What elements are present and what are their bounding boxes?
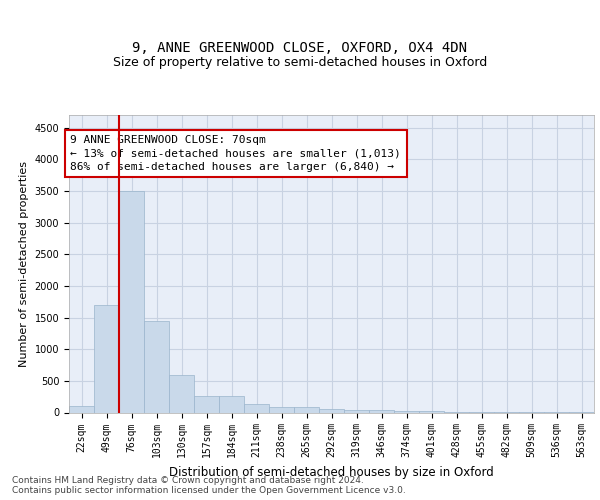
Bar	[244, 404, 269, 412]
Bar	[344, 410, 369, 412]
Text: Size of property relative to semi-detached houses in Oxford: Size of property relative to semi-detach…	[113, 56, 487, 69]
Bar	[369, 410, 394, 412]
X-axis label: Distribution of semi-detached houses by size in Oxford: Distribution of semi-detached houses by …	[169, 466, 494, 479]
Bar	[269, 407, 294, 412]
Bar	[144, 320, 169, 412]
Text: 9, ANNE GREENWOOD CLOSE, OXFORD, OX4 4DN: 9, ANNE GREENWOOD CLOSE, OXFORD, OX4 4DN	[133, 40, 467, 54]
Bar	[319, 409, 344, 412]
Bar	[419, 411, 444, 412]
Y-axis label: Number of semi-detached properties: Number of semi-detached properties	[19, 161, 29, 367]
Bar	[94, 305, 119, 412]
Bar	[169, 374, 194, 412]
Text: 9 ANNE GREENWOOD CLOSE: 70sqm
← 13% of semi-detached houses are smaller (1,013)
: 9 ANNE GREENWOOD CLOSE: 70sqm ← 13% of s…	[70, 136, 401, 172]
Bar	[394, 410, 419, 412]
Bar	[294, 408, 319, 412]
Text: Contains HM Land Registry data © Crown copyright and database right 2024.
Contai: Contains HM Land Registry data © Crown c…	[12, 476, 406, 495]
Bar	[219, 396, 244, 412]
Bar	[69, 406, 94, 412]
Bar	[119, 191, 144, 412]
Bar	[194, 396, 219, 412]
